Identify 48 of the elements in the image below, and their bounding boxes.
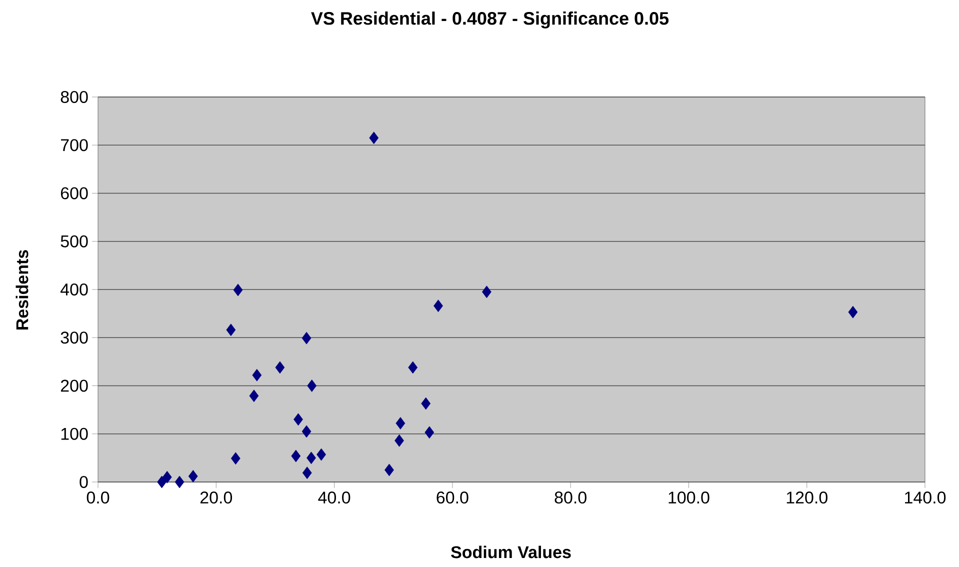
point [294,413,303,426]
point [421,397,431,410]
x-tick-label: 40.0 [318,492,350,504]
point [302,466,312,480]
y-tick-label: 200 [60,380,88,392]
x-tick-label: 100.0 [668,492,710,504]
point [226,324,236,336]
point [369,132,379,144]
x-tick-label: 0.0 [86,492,110,504]
point [188,470,198,482]
point [162,470,172,484]
x-axis-title: Sodium Values [451,546,571,558]
point [275,361,285,374]
point [233,284,243,296]
point [424,426,434,439]
point [174,476,184,488]
x-tick-label: 120.0 [786,492,828,504]
y-tick-label: 400 [60,283,88,296]
point [252,368,262,382]
point [396,417,406,430]
y-tick-label: 700 [60,139,88,152]
point [157,476,167,488]
y-axis-title: Residents [16,250,28,330]
y-tick-label: 500 [60,235,88,248]
y-tick-label: 800 [60,90,88,104]
point [249,390,259,402]
y-tick-label: 0 [80,476,88,488]
y-tick-label: 100 [61,428,88,440]
y-tick-label: 600 [60,187,88,200]
x-tick-label: 140.0 [905,492,946,504]
point [848,306,858,318]
point [408,361,418,374]
point [302,332,312,344]
point [291,450,301,462]
point [316,448,326,461]
point [394,434,404,447]
chart-title: VS Residential - 0.4087 - Significance 0.05 [311,12,669,28]
point [306,452,316,464]
point [384,464,394,476]
point [230,452,240,465]
point [307,380,317,392]
point [482,286,492,298]
x-tick-label: 20.0 [200,492,232,504]
x-tick-label: 80.0 [554,492,586,504]
x-tick-label: 60.0 [436,492,468,504]
point [434,300,443,312]
point [302,425,312,438]
y-tick-label: 300 [60,332,88,344]
